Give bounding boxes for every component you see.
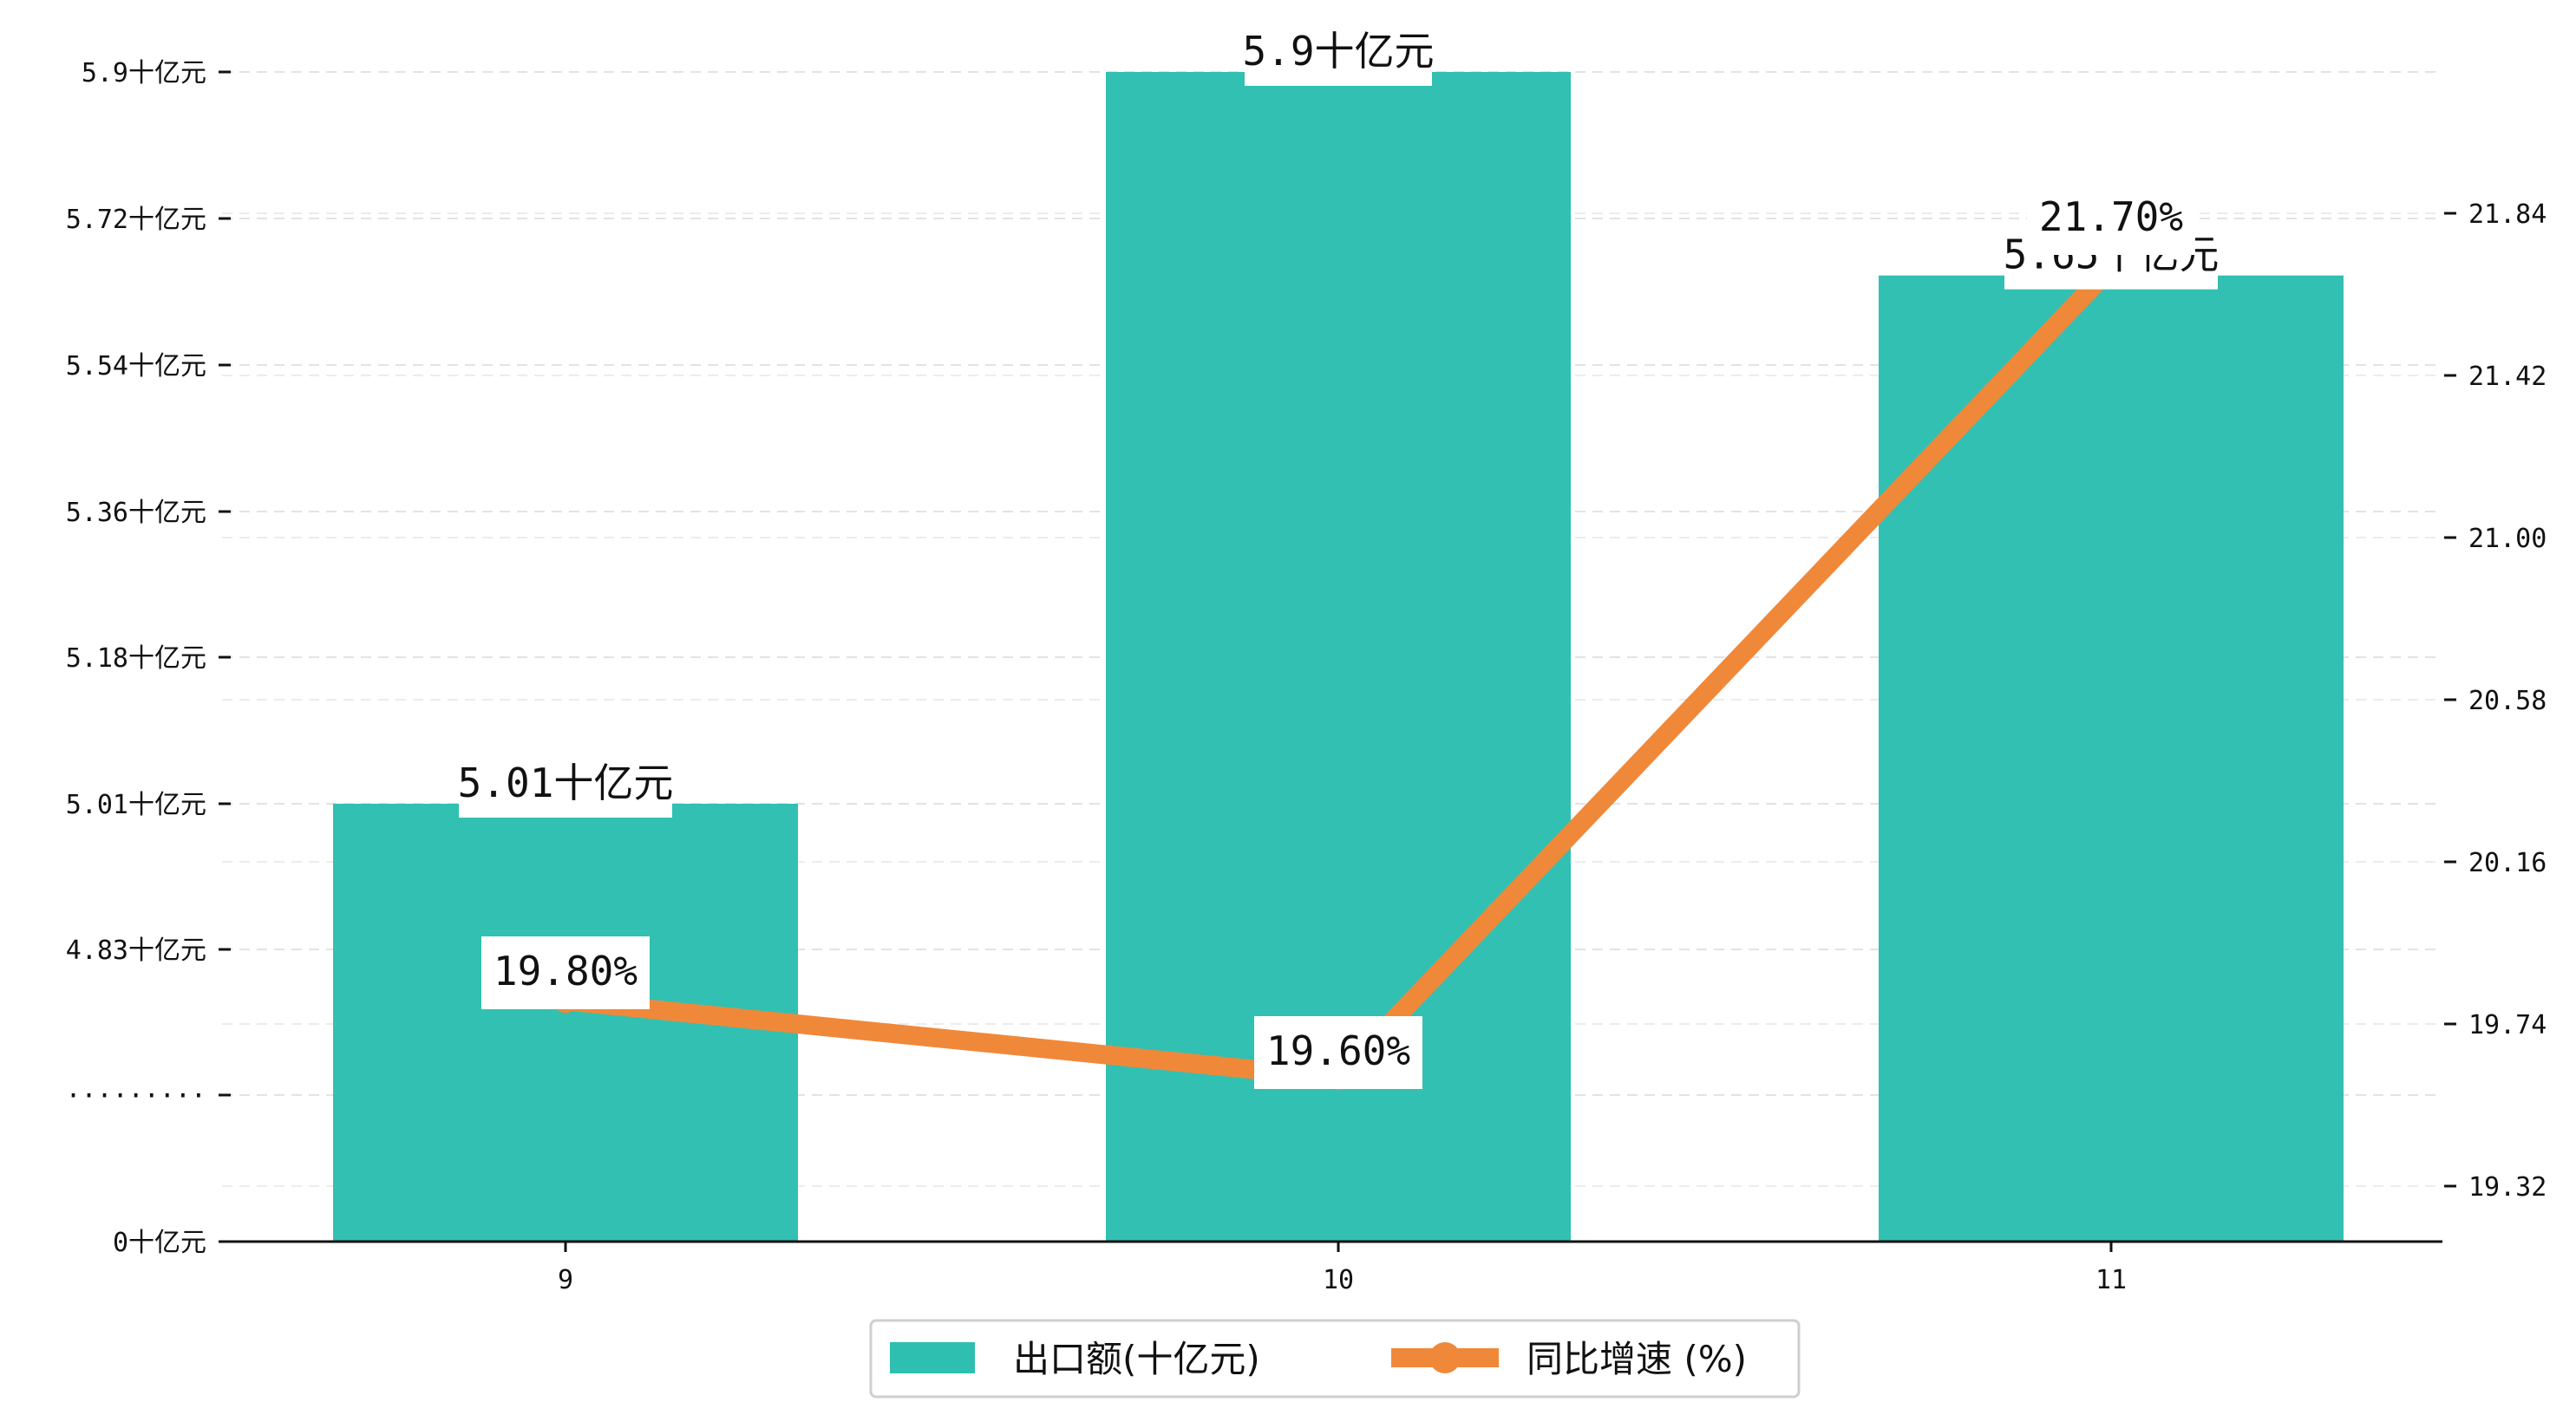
left-tick-label: 5.54十亿元 [66, 351, 206, 381]
right-tick-label: 20.58 [2468, 686, 2547, 716]
x-tick-label: 9 [558, 1265, 573, 1295]
line-label-box [481, 936, 650, 1009]
left-tick-label: 5.72十亿元 [66, 205, 206, 235]
left-tick-label: 4.83十亿元 [66, 936, 206, 966]
right-tick-label: 21.00 [2468, 524, 2547, 554]
left-tick-label: 5.9十亿元 [82, 58, 206, 88]
line-label-box [1254, 1016, 1422, 1089]
right-tick-label: 19.74 [2468, 1010, 2547, 1040]
bar-label-box [1245, 16, 1432, 86]
line-value-label: 21.70% [2039, 193, 2183, 240]
line-label-box [2027, 182, 2195, 255]
legend: 出口额(十亿元) 同比增速 (%) [869, 1319, 1801, 1399]
left-tick-label: 5.01十亿元 [66, 790, 206, 820]
line-value-label: 19.60% [1266, 1027, 1410, 1074]
bar-label-box [459, 748, 672, 818]
left-tick-label: ········· [65, 1081, 206, 1112]
axes: 0十亿元 ········· 4.83十亿元 5.01十亿元 5.18十亿元 5.36十亿… [65, 58, 2547, 1295]
line-value-label: 19.80% [494, 948, 637, 994]
bar-11 [1879, 275, 2344, 1242]
legend-swatch-marker [1429, 1342, 1461, 1373]
legend-box [869, 1319, 1801, 1399]
bar-value-label: 5.01十亿元 [458, 760, 674, 806]
left-tick-label: 5.36十亿元 [66, 498, 206, 528]
left-tick-label: 5.18十亿元 [66, 643, 206, 674]
right-tick-label: 21.42 [2468, 362, 2547, 392]
legend-label-line: 同比增速 (%) [1527, 1338, 1747, 1380]
left-tick-label: 0十亿元 [113, 1228, 206, 1258]
legend-label-bar: 出口额(十亿元) [1013, 1338, 1260, 1380]
x-tick-label: 11 [2095, 1265, 2127, 1295]
x-tick-label: 10 [1323, 1265, 1354, 1295]
right-tick-label: 19.32 [2468, 1172, 2547, 1203]
legend-swatch-bar [890, 1342, 975, 1373]
bar-value-label: 5.9十亿元 [1242, 28, 1434, 75]
right-tick-label: 21.84 [2468, 199, 2547, 230]
right-tick-label: 20.16 [2468, 848, 2547, 878]
